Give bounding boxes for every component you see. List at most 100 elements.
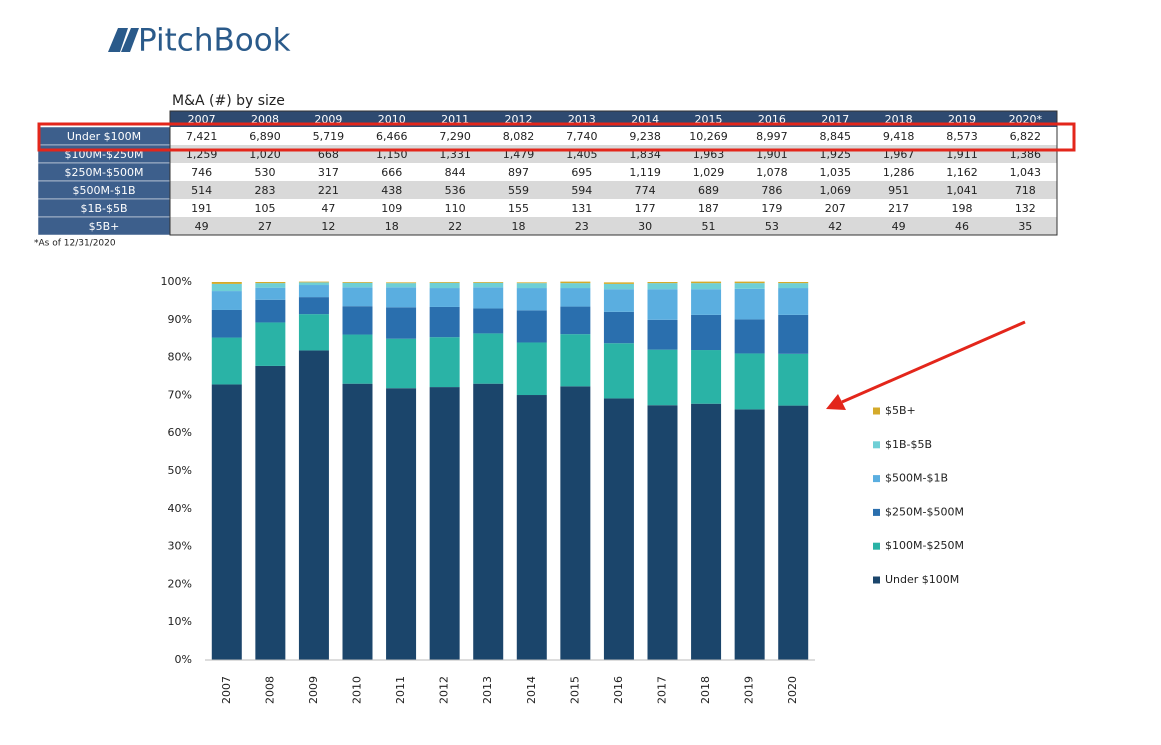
bar-segment: [603, 311, 634, 344]
cell: 132: [1015, 202, 1036, 215]
legend-swatch: [873, 542, 880, 550]
bar-segment: [255, 283, 286, 288]
cell: 8,082: [503, 130, 535, 143]
x-tick-label: 2019: [743, 676, 756, 704]
bar-segment: [342, 383, 373, 660]
cell: 536: [445, 184, 466, 197]
row-bg: [170, 199, 1057, 217]
legend-label: $250M-$500M: [885, 505, 964, 518]
cell: 12: [321, 220, 335, 233]
bar-segment: [473, 282, 504, 288]
cell: 559: [508, 184, 529, 197]
footnote: *As of 12/31/2020: [34, 239, 116, 249]
bar-segment: [211, 291, 242, 310]
cell: 30: [638, 220, 652, 233]
bar-segment: [647, 349, 678, 406]
bar-segment: [778, 282, 809, 284]
bar-segment: [603, 398, 634, 660]
bar-segment: [429, 387, 460, 660]
cell: 207: [825, 202, 846, 215]
cell: 35: [1018, 220, 1032, 233]
cell: 18: [385, 220, 399, 233]
cell: 530: [255, 166, 276, 179]
y-tick-label: 60%: [168, 426, 192, 439]
bar-segment: [734, 409, 765, 660]
arrow-head: [826, 394, 846, 410]
cell: 109: [381, 202, 402, 215]
legend-label: Under $100M: [885, 573, 959, 586]
cell: 7,421: [186, 130, 218, 143]
bar-segment: [429, 282, 460, 289]
cell: 42: [828, 220, 842, 233]
bar-segment: [386, 307, 417, 339]
cell: 49: [195, 220, 209, 233]
x-tick-label: 2011: [394, 676, 407, 704]
bar-segment: [298, 282, 329, 286]
bar-segment: [691, 314, 722, 351]
bar-segment: [211, 283, 242, 292]
cell: 514: [191, 184, 212, 197]
x-tick-label: 2013: [481, 676, 494, 704]
cell: 6,890: [249, 130, 281, 143]
bar-segment: [255, 365, 286, 660]
cell: 7,740: [566, 130, 598, 143]
bar-segment: [429, 306, 460, 338]
bar-segment: [734, 319, 765, 354]
legend-swatch: [873, 576, 880, 584]
bar-segment: [211, 384, 242, 660]
bar-segment: [298, 281, 329, 283]
cell: 951: [888, 184, 909, 197]
bar-segment: [255, 282, 286, 284]
bar-segment: [429, 282, 460, 283]
cell: 110: [445, 202, 466, 215]
y-tick-label: 0%: [175, 653, 192, 666]
cell: 1,043: [1010, 166, 1042, 179]
row-label: $250M-$500M: [65, 166, 144, 179]
bar-segment: [211, 282, 242, 284]
x-tick-label: 2007: [220, 676, 233, 704]
cell: 177: [635, 202, 656, 215]
legend-swatch: [873, 441, 880, 449]
bar-segment: [342, 282, 373, 288]
cell: 7,290: [439, 130, 471, 143]
cell: 8,845: [820, 130, 852, 143]
bar-segment: [560, 334, 591, 387]
legend-label: $5B+: [885, 404, 916, 417]
bar-segment: [734, 353, 765, 410]
bar-segment: [473, 383, 504, 660]
cell: 155: [508, 202, 529, 215]
bar-segment: [778, 283, 809, 289]
cell: 10,269: [689, 130, 728, 143]
cell: 689: [698, 184, 719, 197]
cell: 8,997: [756, 130, 788, 143]
cell: 1,078: [756, 166, 788, 179]
logo-text: PitchBook: [138, 23, 291, 59]
bar-segment: [734, 288, 765, 320]
cell: 22: [448, 220, 462, 233]
cell: 49: [892, 220, 906, 233]
bar-segment: [429, 337, 460, 388]
cell: 666: [381, 166, 402, 179]
logo-icon: [108, 28, 139, 52]
bar-segment: [255, 322, 286, 366]
cell: 51: [702, 220, 716, 233]
bar-segment: [734, 281, 765, 284]
row-label: Under $100M: [67, 130, 141, 143]
cell: 844: [445, 166, 466, 179]
row-bg: [170, 145, 1057, 163]
cell: 47: [321, 202, 335, 215]
table-border: [169, 110, 1058, 236]
bar-segment: [691, 289, 722, 315]
bar-segment: [516, 283, 547, 289]
cell: 1,035: [820, 166, 852, 179]
bar-segment: [647, 405, 678, 660]
cell: 1,029: [693, 166, 725, 179]
bar-segment: [386, 287, 417, 308]
cell: 131: [571, 202, 592, 215]
bar-segment: [778, 314, 809, 354]
cell: 774: [635, 184, 656, 197]
cell: 191: [191, 202, 212, 215]
cell: 179: [761, 202, 782, 215]
